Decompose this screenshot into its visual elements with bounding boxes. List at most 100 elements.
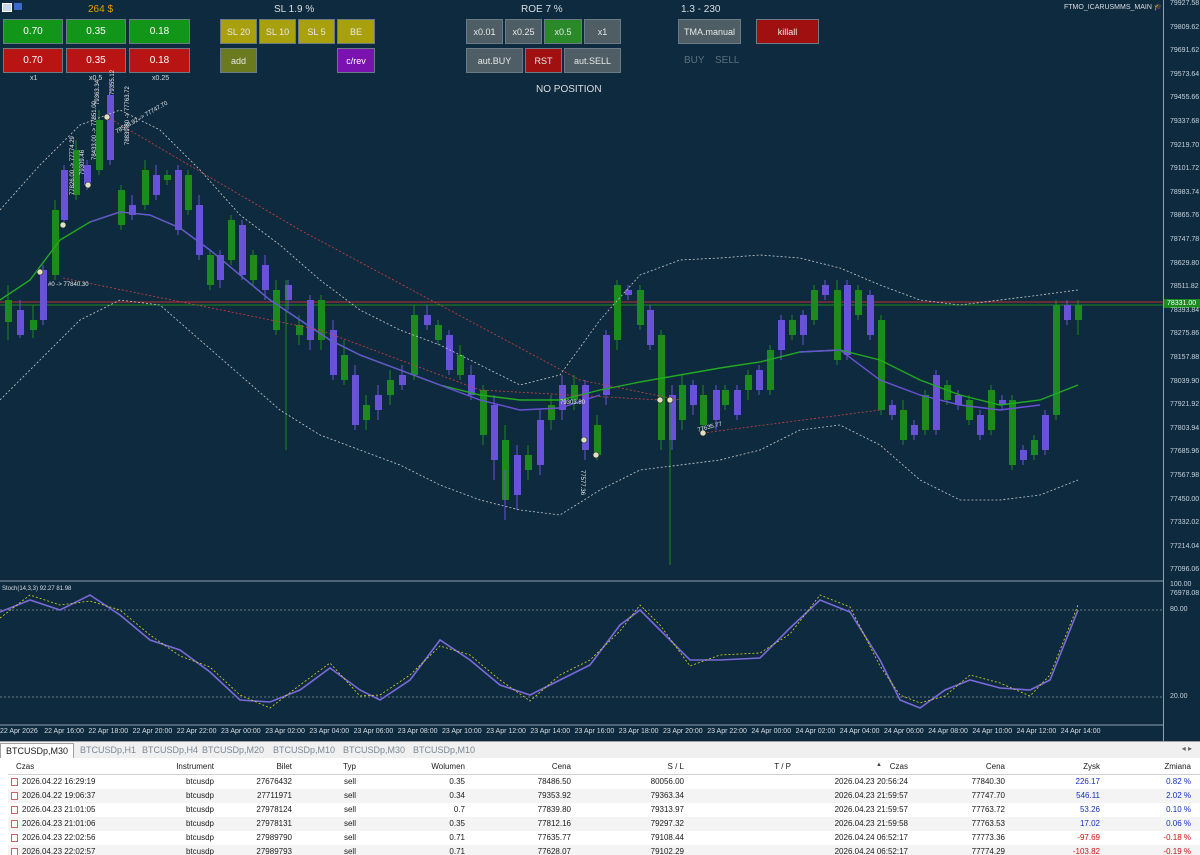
kill-all-button[interactable]: killall <box>756 19 819 44</box>
table-cell-bilet: 27989790 <box>256 833 292 842</box>
auto-sell-button[interactable]: aut.SELL <box>564 48 621 73</box>
candle-body <box>363 405 370 420</box>
column-header[interactable]: Bilet <box>276 762 292 771</box>
lot-buy-025-button[interactable]: 0.18 <box>129 19 190 44</box>
chart-tab[interactable]: BTCUSDp,M30 <box>343 745 406 755</box>
lot-buy-05-button[interactable]: 0.35 <box>66 19 126 44</box>
table-cell-czas: 2026.04.23 21:01:06 <box>22 819 96 828</box>
chart-tab[interactable]: BTCUSDp,H1 <box>80 745 137 755</box>
table-row[interactable]: 2026.04.23 22:02:56 btcusdp 27989790 sell 0.… <box>8 831 1200 845</box>
price-tick: 77803.94 <box>1170 424 1200 432</box>
trade-marker <box>699 429 707 437</box>
auto-buy-button[interactable]: aut.BUY <box>466 48 523 73</box>
lot-sell-1-button[interactable]: 0.70 <box>3 48 63 73</box>
chart-tab[interactable]: BTCUSDp,M30 <box>0 743 75 758</box>
candle-body <box>129 205 136 215</box>
candle-body <box>867 295 874 335</box>
price-chart[interactable] <box>0 0 1163 741</box>
lot-sell-05-button[interactable]: 0.35 <box>66 48 126 73</box>
sl10-button[interactable]: SL 10 <box>259 19 296 44</box>
candle-body <box>1075 305 1082 320</box>
column-header[interactable]: Instrument <box>176 762 214 771</box>
table-cell-instrument: btcusdp <box>185 791 214 800</box>
chart-tab[interactable]: BTCUSDp,M20 <box>202 745 265 755</box>
candle-body <box>933 375 940 430</box>
close-reverse-button[interactable]: c/rev <box>337 48 375 73</box>
price-tick: 78393.84 <box>1170 306 1200 314</box>
chart-canvas[interactable] <box>0 0 1163 741</box>
column-header[interactable]: T / P <box>774 762 791 771</box>
table-cell-czas2: 2026.04.24 06:52:17 <box>834 847 908 855</box>
candle-body <box>1009 400 1016 465</box>
time-axis-tick: 24 Apr 14:00 <box>1060 728 1101 735</box>
trade-label: 77577.36 <box>579 470 585 496</box>
time-axis-tick: 23 Apr 14:00 <box>530 728 571 735</box>
table-cell-zmiana: -0.19 % <box>1163 847 1191 855</box>
chart-tab[interactable]: BTCUSDp,H4 <box>142 745 199 755</box>
chart-tab[interactable]: BTCUSDp,M10 <box>413 745 476 755</box>
tma-manual-button[interactable]: TMA.manual <box>678 19 741 44</box>
trade-marker <box>84 181 92 189</box>
column-header[interactable]: Zysk <box>1083 762 1100 771</box>
column-header[interactable]: Czas <box>16 762 35 771</box>
price-axis[interactable]: 78331.00 79927.58 79809.62 79691.62 79573.6… <box>1163 0 1200 741</box>
be-button[interactable]: BE <box>337 19 375 44</box>
candle-body <box>118 190 125 225</box>
sl20-button[interactable]: SL 20 <box>220 19 257 44</box>
price-tick: 76978.08 <box>1170 590 1200 597</box>
table-row[interactable]: 2026.04.23 21:01:05 btcusdp 27978124 sell 0.… <box>8 803 1200 817</box>
table-cell-cena2: 77747.70 <box>971 791 1005 800</box>
column-header[interactable]: Czas <box>889 762 908 771</box>
window-icon[interactable] <box>2 3 12 12</box>
price-tick: 77214.04 <box>1170 542 1200 550</box>
chart-icon[interactable] <box>14 3 22 10</box>
table-cell-cena2: 77763.53 <box>971 819 1005 828</box>
table-cell-typ: sell <box>343 791 356 800</box>
size-x025-button[interactable]: x0.25 <box>505 19 542 44</box>
column-header[interactable]: Typ <box>343 762 356 771</box>
column-header[interactable]: Cena <box>551 762 571 771</box>
price-tick: 78865.76 <box>1170 212 1200 220</box>
sl5-button[interactable]: SL 5 <box>298 19 335 44</box>
table-cell-bilet: 27989793 <box>256 847 292 855</box>
table-cell-czas2: 2026.04.23 21:59:58 <box>834 819 908 828</box>
column-header[interactable]: Zmiana <box>1164 762 1191 771</box>
table-row[interactable]: 2026.04.22 19:06:37 btcusdp 27711971 sell 0.… <box>8 789 1200 803</box>
table-cell-zysk: 226.17 <box>1075 777 1100 786</box>
candle-body <box>679 385 686 420</box>
table-cell-typ: sell <box>343 805 356 814</box>
candle-body <box>559 385 566 410</box>
sort-ascending-icon[interactable]: ▲ <box>876 762 882 768</box>
lot-sell-025-button[interactable]: 0.18 <box>129 48 190 73</box>
tab-scroll-arrows-icon[interactable]: ◂ ▸ <box>1181 744 1192 753</box>
table-cell-sl: 79363.34 <box>650 791 684 800</box>
lot-buy-1-button[interactable]: 0.70 <box>3 19 63 44</box>
trade-label: 79309.46 <box>80 149 86 175</box>
column-header[interactable]: S / L <box>667 762 684 771</box>
price-tick: 77332.02 <box>1170 519 1200 527</box>
trade-marker <box>103 113 111 121</box>
size-x05-button[interactable]: x0.5 <box>544 19 582 44</box>
table-cell-tp <box>691 817 791 831</box>
sell-order-icon <box>11 848 18 855</box>
table-row[interactable]: 2026.04.23 22:02:57 btcusdp 27989793 sell 0.… <box>8 845 1200 855</box>
size-x1-button[interactable]: x1 <box>584 19 621 44</box>
time-axis-tick: 22 Apr 16:00 <box>44 728 84 735</box>
trade-marker <box>656 396 664 404</box>
column-header[interactable]: Cena <box>985 762 1005 771</box>
table-cell-cena: 77628.07 <box>537 847 571 855</box>
reset-button[interactable]: RST <box>525 48 562 73</box>
table-cell-instrument: btcusdp <box>185 777 214 786</box>
column-header[interactable]: Wolumen <box>431 762 465 771</box>
time-axis-tick: 24 Apr 04:00 <box>839 728 880 735</box>
indicator-level-tick: 20.00 <box>1170 693 1188 700</box>
table-row[interactable]: 2026.04.22 16:29:19 btcusdp 27676432 sell 0.… <box>8 775 1200 789</box>
time-axis-tick: 23 Apr 10:00 <box>442 728 482 735</box>
table-row[interactable]: 2026.04.23 21:01:06 btcusdp 27978131 sell 0.… <box>8 817 1200 831</box>
trade-history-table[interactable]: Czas Instrument Bilet Typ Wolumen Cena S / L T … <box>0 758 1200 855</box>
table-cell-zysk: 17.02 <box>1079 819 1100 828</box>
chart-tab[interactable]: BTCUSDp,M10 <box>273 745 336 755</box>
size-x001-button[interactable]: x0.01 <box>466 19 503 44</box>
add-button[interactable]: add <box>220 48 257 73</box>
range-label: 1.3 - 230 <box>681 4 721 15</box>
